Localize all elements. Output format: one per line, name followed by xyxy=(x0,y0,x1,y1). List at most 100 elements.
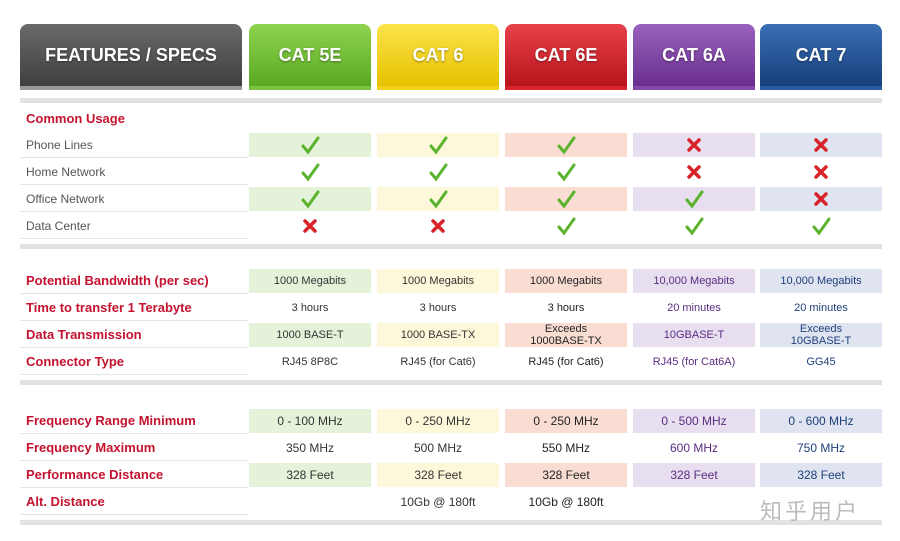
cell: 10Gb @ 180ft xyxy=(528,495,604,509)
cell: 1000 Megabits xyxy=(249,269,371,293)
cell xyxy=(249,160,371,184)
check-icon xyxy=(557,163,576,182)
check-icon xyxy=(557,190,576,209)
separator xyxy=(20,380,882,385)
column-header: CAT 6E xyxy=(505,24,627,86)
separator xyxy=(20,520,882,525)
separator xyxy=(20,244,882,249)
cell xyxy=(633,133,755,157)
cross-icon xyxy=(814,138,828,152)
cell xyxy=(633,490,755,514)
cell xyxy=(249,490,371,514)
cell: GG45 xyxy=(806,356,836,368)
check-icon xyxy=(557,217,576,236)
cell xyxy=(633,160,755,184)
check-icon xyxy=(812,217,831,236)
cell: 328 Feet xyxy=(249,463,371,487)
cell xyxy=(505,214,627,238)
header-bar xyxy=(633,86,755,90)
check-icon xyxy=(429,136,448,155)
column-header: CAT 6A xyxy=(633,24,755,86)
cell: 1000 Megabits xyxy=(505,269,627,293)
cell xyxy=(377,133,499,157)
check-icon xyxy=(429,163,448,182)
cell xyxy=(505,133,627,157)
cross-icon xyxy=(687,138,701,152)
cell: 10GBASE-T xyxy=(633,323,755,347)
cell: 10,000 Megabits xyxy=(633,269,755,293)
cross-icon xyxy=(814,165,828,179)
cell: 20 minutes xyxy=(667,302,721,314)
check-icon xyxy=(429,190,448,209)
cell: 350 MHz xyxy=(285,441,335,455)
cell: Exceeds 1000BASE-TX xyxy=(505,323,627,347)
check-icon xyxy=(685,217,704,236)
cell xyxy=(249,187,371,211)
header-bar xyxy=(249,86,371,90)
cell: 0 - 600 MHz xyxy=(760,409,882,433)
check-icon xyxy=(557,136,576,155)
cross-icon xyxy=(431,219,445,233)
row-label: Frequency Range Minimum xyxy=(20,408,248,434)
cell: 1000 Megabits xyxy=(377,269,499,293)
cell xyxy=(249,214,371,238)
cell: 328 Feet xyxy=(377,463,499,487)
cell xyxy=(505,187,627,211)
cell: 0 - 100 MHz xyxy=(249,409,371,433)
cross-icon xyxy=(814,192,828,206)
cell: 10Gb @ 180ft xyxy=(400,495,476,509)
cell: 500 MHz xyxy=(413,441,463,455)
row-label: Potential Bandwidth (per sec) xyxy=(20,268,248,294)
column-header: CAT 6 xyxy=(377,24,499,86)
cross-icon xyxy=(687,165,701,179)
cell xyxy=(760,187,882,211)
header-bar xyxy=(377,86,499,90)
cell: 328 Feet xyxy=(633,463,755,487)
cell: RJ45 (for Cat6) xyxy=(400,356,476,368)
check-icon xyxy=(301,136,320,155)
cell xyxy=(760,214,882,238)
section-title: Common Usage xyxy=(26,111,125,126)
row-label: Data Center xyxy=(20,213,248,239)
cell: RJ45 8P8C xyxy=(281,356,339,368)
row-label: Office Network xyxy=(20,186,248,212)
cell xyxy=(377,214,499,238)
header-bar xyxy=(760,86,882,90)
cell: 10,000 Megabits xyxy=(760,269,882,293)
row-label: Performance Distance xyxy=(20,462,248,488)
cell: Exceeds 10GBASE-T xyxy=(760,323,882,347)
cell xyxy=(633,214,755,238)
cell: 328 Feet xyxy=(760,463,882,487)
header-title: FEATURES / SPECS xyxy=(20,24,242,86)
cell xyxy=(760,133,882,157)
cell xyxy=(760,160,882,184)
separator xyxy=(20,98,882,103)
cell: 328 Feet xyxy=(505,463,627,487)
cell xyxy=(505,160,627,184)
cell: 3 hours xyxy=(291,302,329,314)
cell: RJ45 (for Cat6A) xyxy=(652,356,736,368)
column-header: CAT 7 xyxy=(760,24,882,86)
row-label: Frequency Maximum xyxy=(20,435,248,461)
check-icon xyxy=(685,190,704,209)
row-label: Data Transmission xyxy=(20,322,248,348)
cell: 600 MHz xyxy=(669,441,719,455)
cell: RJ45 (for Cat6) xyxy=(528,356,604,368)
cell: 1000 BASE-T xyxy=(249,323,371,347)
row-label: Connector Type xyxy=(20,349,248,375)
cross-icon xyxy=(303,219,317,233)
cell: 0 - 500 MHz xyxy=(633,409,755,433)
cell xyxy=(633,187,755,211)
watermark: 知乎用户 xyxy=(760,499,861,524)
header-bar xyxy=(20,86,242,90)
row-label: Home Network xyxy=(20,159,248,185)
row-label: Phone Lines xyxy=(20,132,248,158)
cell: 3 hours xyxy=(547,302,585,314)
cell: 750 MHz xyxy=(796,441,846,455)
row-label: Time to transfer 1 Terabyte xyxy=(20,295,248,321)
check-icon xyxy=(301,163,320,182)
header-bar xyxy=(505,86,627,90)
cell: 0 - 250 MHz xyxy=(377,409,499,433)
cell xyxy=(377,160,499,184)
